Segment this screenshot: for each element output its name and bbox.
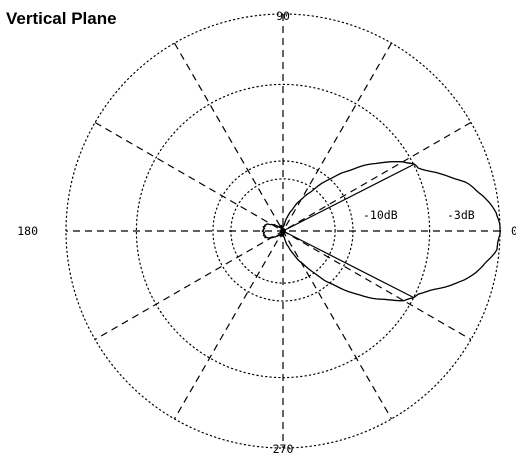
ring-label-3db: -3dB (447, 208, 475, 222)
ring-label-10db: -10dB (363, 208, 398, 222)
angle-label-90: 90 (276, 9, 290, 23)
beamwidth-marker-2 (282, 230, 414, 299)
center-point (280, 228, 286, 234)
chart-title: Vertical Plane (6, 9, 117, 28)
angle-label-0: 0 (511, 224, 516, 238)
chart-labels: 90 180 0 270 -10dB -3dB (17, 9, 516, 456)
beamwidth-marker-1 (282, 163, 414, 232)
pattern-curve (261, 160, 502, 302)
angle-label-270: 270 (273, 442, 294, 456)
beamwidth-markers (282, 163, 414, 299)
angle-label-180: 180 (17, 224, 38, 238)
pattern-line (261, 160, 502, 302)
